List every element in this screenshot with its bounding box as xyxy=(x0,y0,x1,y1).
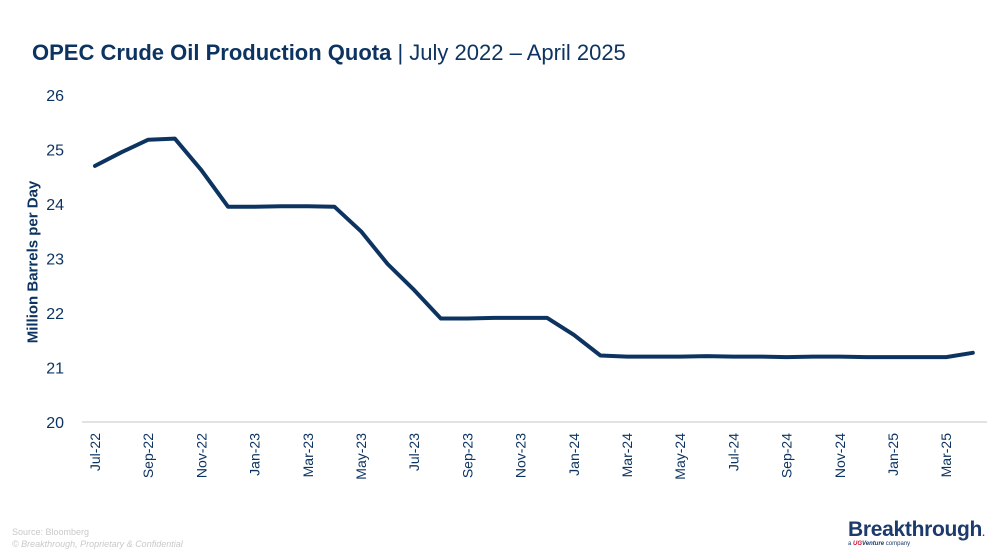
logo-brand-text: Breakthrough xyxy=(848,518,983,541)
confidential-note: © Breakthrough, Proprietary & Confidenti… xyxy=(12,539,183,549)
x-tick-label: Jan-25 xyxy=(885,433,901,476)
logo-brand-dot: . xyxy=(982,528,985,539)
x-tick-label: Jan-23 xyxy=(247,433,263,476)
y-tick-label: 20 xyxy=(46,415,64,432)
logo-sub-suffix: company xyxy=(884,541,911,547)
logo-sub-venture: Venture xyxy=(862,541,885,547)
logo-sub-ug: UG xyxy=(853,541,863,547)
y-tick-label: 22 xyxy=(46,306,64,323)
y-tick-label: 21 xyxy=(46,361,64,378)
x-tick-label: Sep-22 xyxy=(140,433,156,478)
x-tick-label: Nov-22 xyxy=(193,433,209,478)
y-tick-label: 23 xyxy=(46,252,64,269)
y-tick-label: 24 xyxy=(46,197,64,214)
x-tick-label: Nov-24 xyxy=(832,433,848,478)
x-tick-label: Mar-25 xyxy=(938,433,954,478)
x-tick-label: May-23 xyxy=(353,433,369,480)
footer: Source: Bloomberg © Breakthrough, Propri… xyxy=(12,526,183,550)
x-tick-label: Mar-24 xyxy=(619,433,635,478)
chart-title: OPEC Crude Oil Production Quota | July 2… xyxy=(32,40,626,66)
source-note: Source: Bloomberg xyxy=(12,527,90,537)
y-tick-label: 25 xyxy=(46,143,64,160)
x-tick-label: May-24 xyxy=(672,433,688,480)
y-tick-label: 26 xyxy=(46,88,64,105)
logo-subtitle: a UGVenture company xyxy=(848,541,985,547)
breakthrough-logo: Breakthrough. a UGVenture company xyxy=(848,518,985,547)
x-tick-label: Jul-24 xyxy=(725,433,741,471)
chart-title-main: OPEC Crude Oil Production Quota xyxy=(32,40,392,65)
chart-title-range: | July 2022 – April 2025 xyxy=(391,40,626,65)
x-tick-label: Mar-23 xyxy=(300,433,316,478)
logo-sub-prefix: a xyxy=(848,541,854,547)
x-tick-label: Nov-23 xyxy=(513,433,529,478)
x-tick-label: Jul-22 xyxy=(87,433,103,471)
x-tick-label: Sep-24 xyxy=(779,433,795,478)
x-tick-label: Sep-23 xyxy=(459,433,475,478)
series-line xyxy=(93,136,975,360)
x-tick-label: Jul-23 xyxy=(406,433,422,471)
logo-brand: Breakthrough. xyxy=(848,518,985,542)
x-tick-label: Jan-24 xyxy=(566,433,582,476)
